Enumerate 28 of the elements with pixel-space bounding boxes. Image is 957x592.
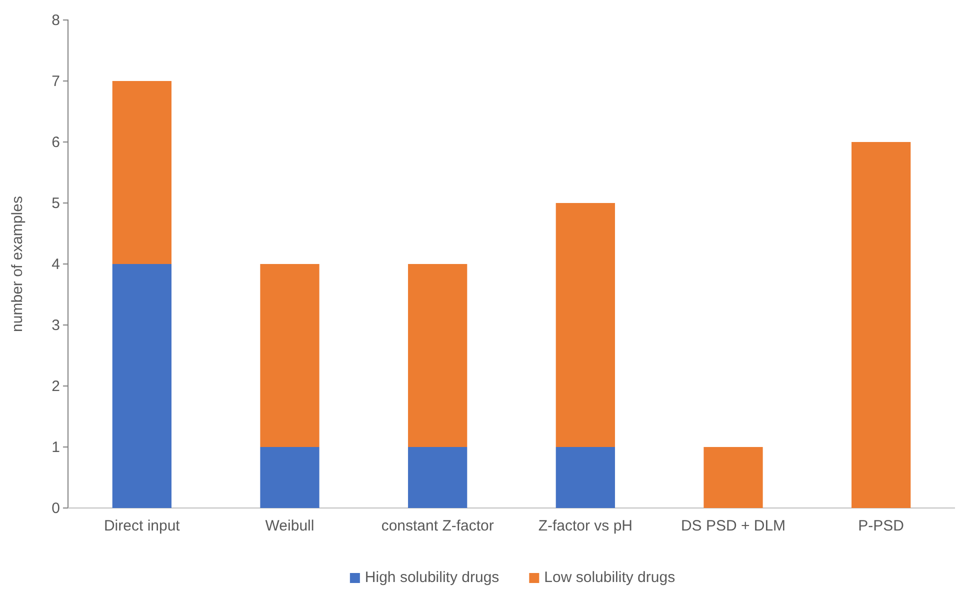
bar <box>556 447 615 508</box>
x-tick-label: DS PSD + DLM <box>680 518 786 535</box>
x-tick-label: Direct input <box>104 518 181 535</box>
y-tick-label: 6 <box>52 134 60 151</box>
x-tick-label: Weibull <box>265 518 314 535</box>
bar <box>556 203 615 447</box>
bar <box>704 447 763 508</box>
bar <box>408 447 468 508</box>
x-tick-label: constant Z-factor <box>381 518 494 535</box>
y-tick-label: 1 <box>52 438 60 456</box>
y-tick-label: 5 <box>52 194 60 212</box>
y-axis-title: number of examples <box>9 196 26 332</box>
x-tick-label: Z-factor vs pH <box>538 518 633 535</box>
legend-label: Low solubility drugs <box>544 569 676 586</box>
y-tick-label: 7 <box>52 72 60 90</box>
y-tick-label: 8 <box>52 12 60 29</box>
bar <box>112 81 172 264</box>
bar <box>112 264 172 508</box>
legend-label: High solubility drugs <box>364 569 500 586</box>
bar <box>260 264 320 447</box>
bar <box>260 447 320 508</box>
y-tick-label: 2 <box>52 378 60 395</box>
y-tick-label: 3 <box>52 316 60 334</box>
x-tick-label: P-PSD <box>858 518 904 535</box>
y-tick-label: 4 <box>52 256 60 273</box>
y-tick-label: 0 <box>52 500 60 517</box>
bar <box>852 142 911 508</box>
bar <box>408 264 468 447</box>
